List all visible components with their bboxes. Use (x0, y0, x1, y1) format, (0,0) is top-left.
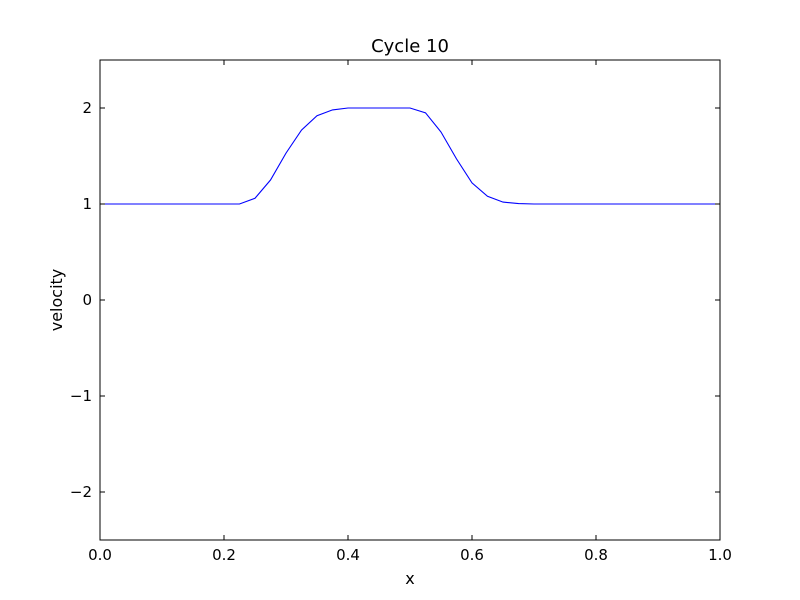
series-layer (100, 107, 720, 205)
y-tick-label: 2 (82, 99, 92, 117)
y-axis-label: velocity (47, 269, 66, 332)
y-tick-label: 0 (82, 291, 92, 309)
y-tick-label: −1 (70, 387, 92, 405)
x-tick-label: 0.6 (460, 546, 484, 564)
x-tick-label: 0.8 (584, 546, 608, 564)
x-tick-label: 0.0 (88, 546, 112, 564)
x-tick-label: 1.0 (708, 546, 732, 564)
x-tick-label: 0.2 (212, 546, 236, 564)
x-tick-label: 0.4 (336, 546, 360, 564)
y-tick-label: −2 (70, 483, 92, 501)
plot-frame (99, 59, 721, 541)
chart-title: Cycle 10 (371, 36, 449, 57)
y-tick-label: 1 (82, 195, 92, 213)
series-line-velocity (100, 107, 720, 205)
x-axis-label: x (405, 569, 414, 588)
ticks-layer: 0.0 0.2 0.4 0.6 0.8 1.0 −2 −1 0 1 2 (70, 60, 732, 564)
